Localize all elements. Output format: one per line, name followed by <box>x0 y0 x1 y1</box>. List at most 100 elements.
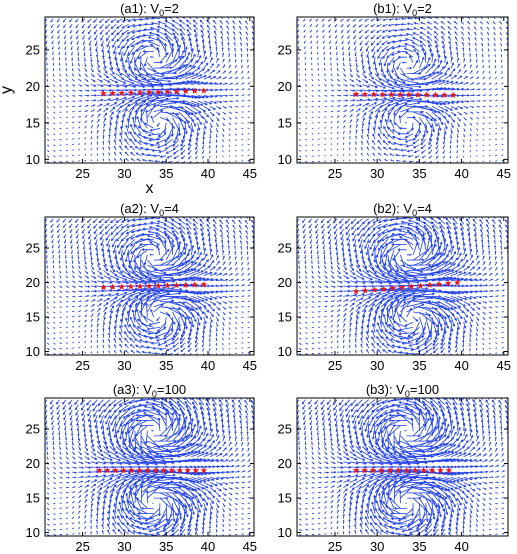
vector-arrow <box>59 492 63 494</box>
vector-arrow <box>374 109 381 118</box>
vector-arrow <box>213 412 217 421</box>
vector-arrow <box>330 480 336 483</box>
vector-arrow <box>495 311 499 313</box>
vector-arrow <box>406 253 412 256</box>
vector-arrow <box>476 76 480 80</box>
vector-arrow <box>71 527 75 530</box>
vector-arrow <box>372 126 376 134</box>
vector-arrow <box>122 40 129 49</box>
vector-arrow <box>475 53 478 58</box>
vector-arrow <box>87 409 92 417</box>
vector-arrow <box>298 57 300 60</box>
vector-arrow <box>90 334 93 338</box>
vector-arrow <box>324 105 328 108</box>
vector-arrow <box>330 461 336 465</box>
vector-arrow <box>122 446 134 457</box>
vector-arrow <box>388 223 401 227</box>
vector-arrow <box>46 492 50 495</box>
vector-arrow <box>216 306 221 311</box>
vector-arrow <box>457 265 466 271</box>
vector-arrow <box>78 347 81 349</box>
vector-arrow <box>239 224 242 230</box>
vector-arrow <box>209 57 213 63</box>
vector-arrow <box>178 260 194 271</box>
vector-arrow <box>165 149 173 154</box>
vector-arrow <box>434 327 439 340</box>
vector-arrow <box>438 117 444 126</box>
vector-arrow <box>53 149 56 152</box>
vector-arrow <box>180 155 186 160</box>
panel-title-tail: =4 <box>164 201 179 216</box>
vector-arrow <box>382 313 389 328</box>
vector-arrow <box>111 234 117 242</box>
vector-arrow <box>134 123 142 135</box>
panel-title-subscript: 0 <box>152 389 157 399</box>
vector-arrow <box>476 301 482 304</box>
vector-arrow <box>241 508 244 510</box>
y-tick-label: 10 <box>278 344 292 359</box>
vector-arrow <box>488 94 493 96</box>
vector-arrow <box>157 20 167 25</box>
vector-arrow <box>197 117 202 126</box>
vector-arrow <box>330 310 334 313</box>
vector-arrow <box>343 294 350 297</box>
vector-arrow <box>233 419 236 426</box>
vector-arrow <box>501 99 504 102</box>
vector-arrow <box>487 239 490 245</box>
vector-arrow <box>133 131 142 140</box>
vector-arrow <box>382 140 388 146</box>
vector-arrow <box>84 329 87 333</box>
vector-arrow <box>501 305 505 308</box>
vector-arrow <box>103 451 112 457</box>
vector-arrow <box>197 61 204 69</box>
vector-arrow <box>172 139 180 147</box>
vector-arrow <box>450 62 454 69</box>
particle-star <box>191 87 199 94</box>
vector-arrow <box>158 217 167 220</box>
vector-arrow <box>361 249 364 260</box>
vector-arrow <box>78 121 81 124</box>
vector-arrow <box>335 35 338 39</box>
vector-arrow <box>431 122 435 133</box>
vector-arrow <box>184 122 188 135</box>
vector-arrow <box>216 82 223 85</box>
vector-arrow <box>121 218 129 223</box>
vector-arrow <box>343 114 347 118</box>
vector-arrow <box>305 155 308 157</box>
vector-arrow <box>140 153 148 157</box>
vector-arrow <box>75 29 79 34</box>
vector-arrow <box>298 275 301 279</box>
vector-arrow <box>96 487 103 494</box>
vector-arrow <box>78 260 80 265</box>
vector-arrow <box>355 103 362 107</box>
vector-arrow <box>401 342 414 345</box>
vector-arrow <box>501 316 505 318</box>
vector-arrow <box>189 534 192 536</box>
vector-arrow <box>355 275 365 280</box>
vector-arrow <box>186 227 192 235</box>
vector-arrow <box>97 270 103 275</box>
vector-arrow <box>387 84 404 90</box>
vector-arrow <box>241 160 244 162</box>
vector-arrow <box>373 316 376 328</box>
vector-arrow <box>128 435 136 453</box>
vector-arrow <box>114 349 117 354</box>
vector-arrow <box>56 409 60 416</box>
vector-arrow <box>425 237 431 255</box>
vector-arrow <box>360 46 363 52</box>
vector-arrow <box>117 508 123 519</box>
x-tick-label: 45 <box>243 166 257 181</box>
vector-arrow <box>457 316 461 326</box>
vector-arrow <box>216 57 219 63</box>
vector-arrow <box>193 405 198 416</box>
vector-arrow <box>222 513 225 518</box>
vector-arrow <box>328 415 332 422</box>
vector-arrow <box>469 322 473 328</box>
vector-arrow <box>46 128 49 130</box>
vector-arrow <box>171 28 180 36</box>
vector-arrow <box>305 111 308 114</box>
vector-arrow <box>461 217 464 219</box>
vector-arrow <box>197 246 201 255</box>
vector-arrow <box>222 482 229 485</box>
